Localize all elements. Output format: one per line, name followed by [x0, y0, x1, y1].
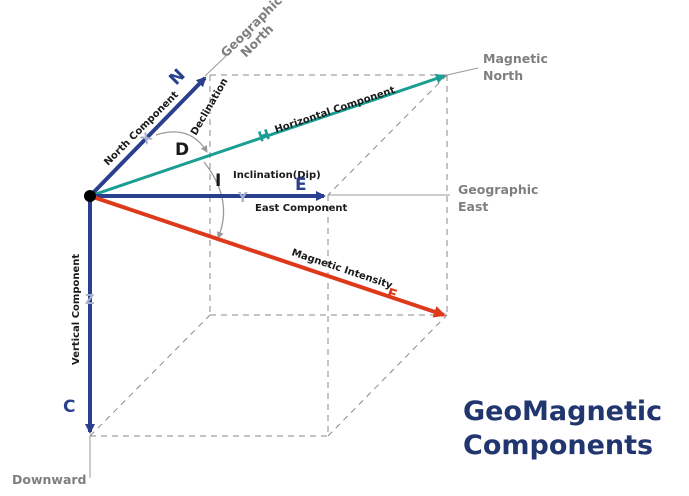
- geographic-east-label: Geographic East: [458, 182, 543, 214]
- horizontal-component-arrow: [89, 73, 446, 198]
- letter-c: C: [63, 397, 75, 417]
- title-line-2: Components: [463, 430, 653, 461]
- letter-i: I: [215, 171, 221, 191]
- declination-arc: [155, 131, 208, 153]
- letter-n: N: [165, 65, 189, 89]
- letter-y: Y: [237, 191, 248, 206]
- downward-label: Downward: [12, 472, 87, 487]
- horizontal-component-label: Horizontal Component: [273, 85, 396, 136]
- letter-z: Z: [85, 293, 94, 308]
- magnetic-intensity-arrow: [89, 194, 446, 318]
- geographic-north-label: Geographic North: [218, 0, 298, 70]
- letter-e: E: [295, 175, 307, 195]
- letter-h: H: [256, 127, 272, 146]
- east-component-label: East Component: [255, 203, 347, 214]
- cube-dashed-edges: [89, 74, 448, 437]
- letter-d: D: [175, 140, 189, 160]
- inclination-label: Inclination(Dip): [233, 170, 321, 181]
- inclination-arc: [203, 161, 225, 239]
- title-line-1: GeoMagnetic: [463, 396, 662, 427]
- north-component-label: North Component: [102, 89, 181, 168]
- vertical-component-label: Vertical Component: [71, 254, 82, 365]
- origin-point: [84, 190, 96, 202]
- extension-lines: [89, 55, 479, 478]
- magnetic-north-label: Magnetic North: [483, 51, 552, 83]
- north-component-arrow: [88, 76, 207, 198]
